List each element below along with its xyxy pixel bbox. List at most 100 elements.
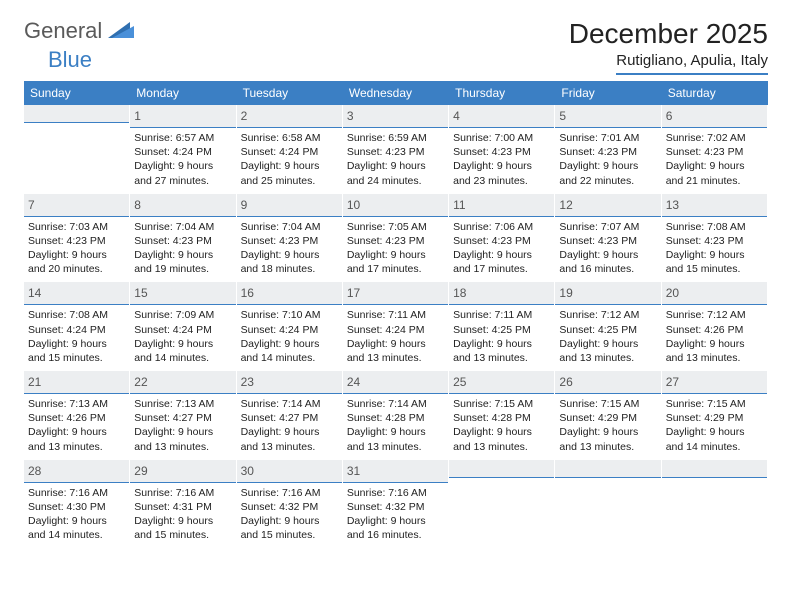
day-number-row	[555, 460, 660, 478]
day-cell: 9Sunrise: 7:04 AMSunset: 4:23 PMDaylight…	[237, 194, 343, 283]
sun-info: Sunrise: 6:57 AMSunset: 4:24 PMDaylight:…	[134, 131, 231, 188]
day-cell: 6Sunrise: 7:02 AMSunset: 4:23 PMDaylight…	[662, 105, 768, 194]
daylight-text: Daylight: 9 hours and 13 minutes.	[28, 425, 125, 453]
sunset-text: Sunset: 4:32 PM	[347, 500, 444, 514]
day-cell: 8Sunrise: 7:04 AMSunset: 4:23 PMDaylight…	[130, 194, 236, 283]
day-number: 25	[453, 375, 466, 389]
sunset-text: Sunset: 4:23 PM	[347, 234, 444, 248]
daylight-text: Daylight: 9 hours and 23 minutes.	[453, 159, 550, 187]
day-number-row: 25	[449, 371, 554, 394]
sunrise-text: Sunrise: 7:07 AM	[559, 220, 656, 234]
sunrise-text: Sunrise: 7:04 AM	[134, 220, 231, 234]
sunset-text: Sunset: 4:29 PM	[559, 411, 656, 425]
day-number: 27	[666, 375, 679, 389]
sunset-text: Sunset: 4:31 PM	[134, 500, 231, 514]
day-cell: 14Sunrise: 7:08 AMSunset: 4:24 PMDayligh…	[24, 282, 130, 371]
sun-info: Sunrise: 6:58 AMSunset: 4:24 PMDaylight:…	[241, 131, 338, 188]
day-number: 20	[666, 286, 679, 300]
day-number: 2	[241, 109, 248, 123]
day-number-row: 7	[24, 194, 129, 217]
sunrise-text: Sunrise: 7:11 AM	[347, 308, 444, 322]
sunset-text: Sunset: 4:32 PM	[241, 500, 338, 514]
day-number: 1	[134, 109, 141, 123]
daylight-text: Daylight: 9 hours and 13 minutes.	[134, 425, 231, 453]
sunset-text: Sunset: 4:24 PM	[241, 145, 338, 159]
day-number-row: 30	[237, 460, 342, 483]
daylight-text: Daylight: 9 hours and 14 minutes.	[241, 337, 338, 365]
logo-text-blue: Blue	[48, 47, 92, 72]
sunset-text: Sunset: 4:23 PM	[453, 145, 550, 159]
day-number-row: 16	[237, 282, 342, 305]
sunrise-text: Sunrise: 7:12 AM	[666, 308, 763, 322]
weekday-header-row: SundayMondayTuesdayWednesdayThursdayFrid…	[24, 81, 768, 105]
day-cell: 21Sunrise: 7:13 AMSunset: 4:26 PMDayligh…	[24, 371, 130, 460]
sunrise-text: Sunrise: 7:16 AM	[241, 486, 338, 500]
daylight-text: Daylight: 9 hours and 13 minutes.	[347, 337, 444, 365]
calendar-grid: SundayMondayTuesdayWednesdayThursdayFrid…	[24, 81, 768, 548]
sunset-text: Sunset: 4:27 PM	[134, 411, 231, 425]
sun-info: Sunrise: 7:00 AMSunset: 4:23 PMDaylight:…	[453, 131, 550, 188]
sun-info: Sunrise: 7:15 AMSunset: 4:29 PMDaylight:…	[666, 397, 763, 454]
day-cell	[662, 460, 768, 549]
sunrise-text: Sunrise: 7:01 AM	[559, 131, 656, 145]
day-number-row: 3	[343, 105, 448, 128]
sunrise-text: Sunrise: 7:16 AM	[134, 486, 231, 500]
sunset-text: Sunset: 4:29 PM	[666, 411, 763, 425]
sunrise-text: Sunrise: 7:15 AM	[666, 397, 763, 411]
day-cell: 25 Sunrise: 7:15 AMSunset: 4:28 PMDayligh…	[449, 371, 555, 460]
week-row: 28Sunrise: 7:16 AMSunset: 4:30 PMDayligh…	[24, 460, 768, 549]
day-number: 29	[134, 464, 147, 478]
day-number: 18	[453, 286, 466, 300]
sunrise-text: Sunrise: 7:04 AM	[241, 220, 338, 234]
day-number-row: 31	[343, 460, 448, 483]
day-cell: 11Sunrise: 7:06 AMSunset: 4:23 PMDayligh…	[449, 194, 555, 283]
sunrise-text: Sunrise: 7:08 AM	[28, 308, 125, 322]
week-row: 1 Sunrise: 6:57 AMSunset: 4:24 PMDaylight…	[24, 105, 768, 194]
day-cell: 19Sunrise: 7:12 AMSunset: 4:25 PMDayligh…	[555, 282, 661, 371]
day-number: 16	[241, 286, 254, 300]
day-number-row: 22	[130, 371, 235, 394]
day-number: 22	[134, 375, 147, 389]
day-number-row: 20	[662, 282, 767, 305]
sun-info: Sunrise: 6:59 AMSunset: 4:23 PMDaylight:…	[347, 131, 444, 188]
week-row: 21Sunrise: 7:13 AMSunset: 4:26 PMDayligh…	[24, 371, 768, 460]
day-number: 10	[347, 198, 360, 212]
daylight-text: Daylight: 9 hours and 14 minutes.	[134, 337, 231, 365]
sunrise-text: Sunrise: 7:02 AM	[666, 131, 763, 145]
sunset-text: Sunset: 4:26 PM	[666, 323, 763, 337]
daylight-text: Daylight: 9 hours and 16 minutes.	[559, 248, 656, 276]
daylight-text: Daylight: 9 hours and 13 minutes.	[347, 425, 444, 453]
sun-info: Sunrise: 7:16 AMSunset: 4:32 PMDaylight:…	[241, 486, 338, 543]
day-cell: 23Sunrise: 7:14 AMSunset: 4:27 PMDayligh…	[237, 371, 343, 460]
weekday-header-cell: Thursday	[449, 81, 555, 105]
day-number-row	[662, 460, 767, 478]
daylight-text: Daylight: 9 hours and 13 minutes.	[453, 425, 550, 453]
weeks-container: 1 Sunrise: 6:57 AMSunset: 4:24 PMDaylight…	[24, 105, 768, 548]
day-number-row: 8	[130, 194, 235, 217]
weekday-header-cell: Friday	[555, 81, 661, 105]
sun-info: Sunrise: 7:11 AMSunset: 4:24 PMDaylight:…	[347, 308, 444, 365]
day-cell: 13Sunrise: 7:08 AMSunset: 4:23 PMDayligh…	[662, 194, 768, 283]
sunset-text: Sunset: 4:23 PM	[666, 234, 763, 248]
sun-info: Sunrise: 7:07 AMSunset: 4:23 PMDaylight:…	[559, 220, 656, 277]
sunrise-text: Sunrise: 7:16 AM	[28, 486, 125, 500]
daylight-text: Daylight: 9 hours and 13 minutes.	[666, 337, 763, 365]
sunrise-text: Sunrise: 7:03 AM	[28, 220, 125, 234]
sunrise-text: Sunrise: 7:13 AM	[134, 397, 231, 411]
day-cell: 3 Sunrise: 6:59 AMSunset: 4:23 PMDaylight…	[343, 105, 449, 194]
day-cell: 18Sunrise: 7:11 AMSunset: 4:25 PMDayligh…	[449, 282, 555, 371]
day-number-row: 29	[130, 460, 235, 483]
sunrise-text: Sunrise: 7:14 AM	[241, 397, 338, 411]
sunset-text: Sunset: 4:30 PM	[28, 500, 125, 514]
sunset-text: Sunset: 4:25 PM	[453, 323, 550, 337]
sunrise-text: Sunrise: 7:05 AM	[347, 220, 444, 234]
sunset-text: Sunset: 4:23 PM	[559, 145, 656, 159]
sun-info: Sunrise: 7:14 AMSunset: 4:28 PMDaylight:…	[347, 397, 444, 454]
sun-info: Sunrise: 7:01 AMSunset: 4:23 PMDaylight:…	[559, 131, 656, 188]
month-title: December 2025	[569, 18, 768, 50]
daylight-text: Daylight: 9 hours and 13 minutes.	[559, 425, 656, 453]
day-number: 9	[241, 198, 248, 212]
sun-info: Sunrise: 7:15 AMSunset: 4:28 PMDaylight:…	[453, 397, 550, 454]
daylight-text: Daylight: 9 hours and 13 minutes.	[241, 425, 338, 453]
day-cell: 31Sunrise: 7:16 AMSunset: 4:32 PMDayligh…	[343, 460, 449, 549]
